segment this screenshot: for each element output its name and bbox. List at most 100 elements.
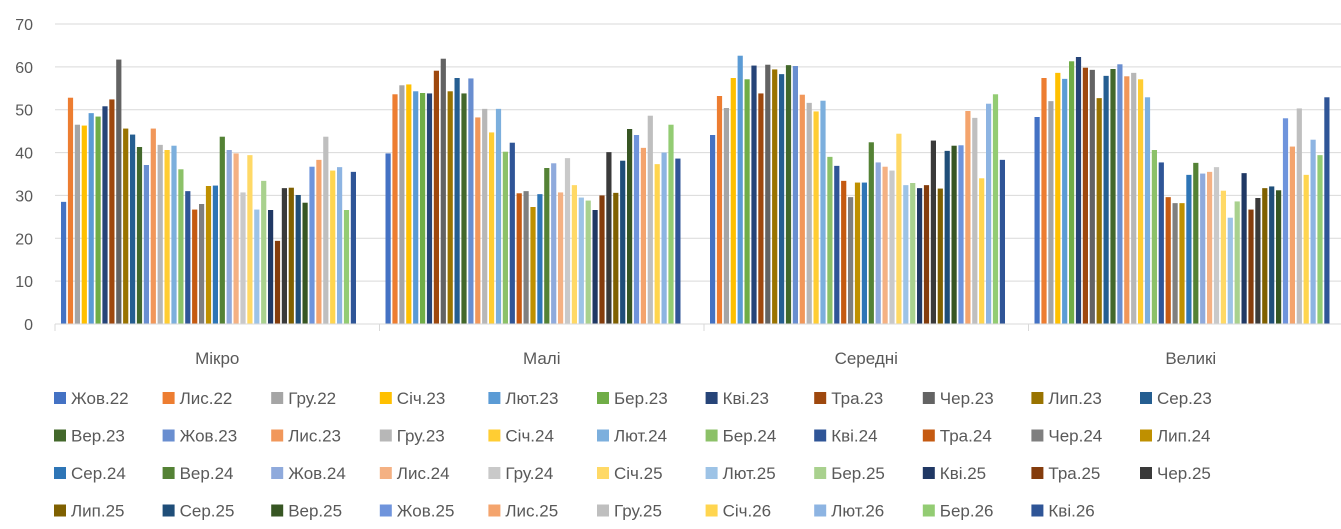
legend-label: Жов.24 (288, 464, 346, 483)
bar (454, 78, 460, 324)
legend-item: Бер.26 (922, 502, 994, 521)
bar (268, 210, 274, 324)
bar (640, 147, 646, 324)
bar (247, 155, 253, 324)
bar (1296, 108, 1302, 325)
bar (123, 128, 129, 324)
legend-label: Кві.25 (940, 464, 986, 483)
legend-swatch (488, 392, 501, 404)
bar (889, 170, 895, 324)
legend-label: Чер.25 (1157, 464, 1211, 483)
legend-label: Тра.23 (831, 389, 883, 408)
bar (102, 106, 108, 324)
legend-item: Січ.23 (379, 389, 445, 408)
legend-item: Жов.25 (379, 502, 454, 521)
legend-item: Чер.23 (922, 389, 994, 408)
x-axis: Мікро Малі Середні Великі (54, 323, 1341, 368)
bar (475, 117, 481, 325)
legend-label: Січ.24 (505, 427, 554, 446)
bar (537, 194, 543, 324)
legend-item: Лис.25 (488, 502, 558, 521)
bar (841, 180, 847, 324)
legend-label: Жов.23 (180, 427, 238, 446)
bar (1227, 217, 1233, 324)
bar (509, 142, 515, 324)
bar (910, 183, 916, 324)
y-tick-label: 10 (15, 274, 33, 291)
legend-swatch (705, 429, 718, 442)
legend-item: Жов.24 (271, 464, 346, 483)
bar (1269, 186, 1275, 324)
legend-swatch (814, 504, 827, 517)
legend-label: Гру.22 (288, 389, 336, 408)
bar (979, 178, 985, 324)
bar (813, 111, 819, 325)
bar (330, 170, 336, 324)
legend-label: Сер.24 (71, 464, 126, 483)
bar (461, 93, 467, 325)
bar (1241, 173, 1247, 324)
legend-swatch (379, 392, 392, 404)
bar (1310, 139, 1316, 324)
bar (1255, 198, 1261, 324)
legend-item: Бер.23 (597, 389, 668, 408)
legend-item: Січ.24 (488, 427, 554, 446)
bar (675, 158, 681, 324)
bar (316, 159, 322, 324)
bar (737, 55, 743, 325)
legend-label: Лип.23 (1048, 389, 1102, 408)
bar (1151, 150, 1157, 324)
legend-label: Вер.25 (288, 502, 342, 521)
legend-label: Жов.22 (71, 389, 129, 408)
legend-item: Лип.25 (54, 502, 125, 521)
legend-label: Вер.24 (180, 464, 234, 483)
bar (1172, 203, 1178, 324)
bar (1289, 146, 1295, 324)
legend-swatch (597, 504, 609, 517)
legend-item: Лют.25 (705, 464, 776, 483)
legend-label: Вер.23 (71, 427, 125, 446)
bar (1200, 173, 1206, 324)
legend-label: Лис.22 (180, 389, 233, 408)
bar (647, 115, 653, 325)
legend-label: Лип.25 (71, 502, 125, 521)
bar (772, 69, 778, 325)
legend-swatch (488, 467, 501, 479)
bar (875, 162, 881, 324)
legend-item: Сер.23 (1140, 389, 1212, 408)
bar (143, 165, 149, 324)
legend-swatch (271, 429, 284, 442)
bar (958, 145, 964, 324)
bar (157, 144, 163, 324)
bar (710, 135, 716, 324)
legend-swatch (54, 467, 66, 479)
legend-item: Тра.24 (922, 427, 992, 446)
bar (1048, 101, 1054, 324)
bar (1110, 69, 1116, 324)
bar (426, 93, 433, 325)
legend-label: Чер.23 (940, 389, 994, 408)
legend-item: Лис.23 (271, 427, 341, 446)
bar (903, 185, 909, 324)
bar (323, 136, 329, 324)
bar (923, 185, 930, 324)
bar (999, 159, 1005, 324)
legend-label: Тра.25 (1048, 464, 1100, 483)
legend-item: Чер.24 (1031, 427, 1102, 446)
legend-item: Гру.24 (488, 464, 553, 483)
bar (951, 145, 957, 324)
bar (440, 58, 446, 325)
legend-swatch (814, 467, 827, 479)
bar (592, 210, 598, 324)
bar (1117, 64, 1123, 324)
bar (1262, 188, 1268, 324)
bar (799, 94, 805, 325)
bar (1186, 174, 1192, 324)
bar (171, 145, 177, 324)
bar (88, 113, 94, 324)
bar (1158, 162, 1164, 324)
legend-swatch (271, 467, 284, 479)
legend-label: Бер.25 (831, 464, 885, 483)
bar (882, 166, 888, 324)
